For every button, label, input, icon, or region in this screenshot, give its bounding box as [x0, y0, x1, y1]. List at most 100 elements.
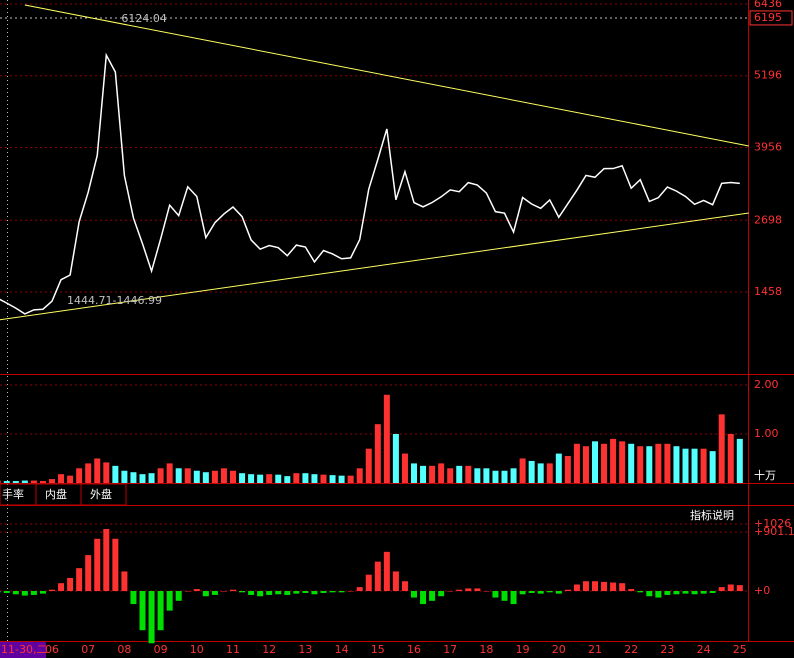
bar: [76, 468, 83, 483]
x-tick-label: 08: [117, 643, 131, 656]
bar: [592, 581, 598, 592]
bar: [601, 443, 608, 483]
bar: [718, 414, 725, 483]
indicator-button[interactable]: 指标说明: [690, 508, 734, 522]
bar: [392, 571, 399, 592]
price-line: [0, 52, 740, 315]
bar: [673, 446, 680, 483]
bar: [166, 591, 173, 611]
bar: [365, 574, 372, 592]
bar: [248, 474, 255, 483]
bar: [401, 453, 408, 483]
bar: [121, 571, 128, 592]
bar: [202, 591, 209, 597]
bar: [320, 591, 327, 593]
trendline: [24, 4, 749, 147]
bar: [682, 591, 689, 594]
bar: [492, 591, 499, 598]
tab-label[interactable]: 外盘: [90, 487, 112, 501]
bar: [582, 446, 589, 483]
bar: [727, 584, 734, 592]
bar: [157, 468, 164, 483]
bar: [374, 424, 381, 483]
bar: [166, 463, 173, 483]
y-tick-label: 6436: [754, 0, 782, 10]
bar: [700, 448, 707, 483]
bar: [447, 468, 454, 483]
cursor-label-bg: [0, 642, 46, 658]
y-tick-label: 1.00: [754, 427, 779, 440]
bar: [510, 468, 517, 483]
bar: [248, 591, 255, 595]
bar: [21, 591, 28, 596]
bar: [691, 448, 698, 483]
bar: [257, 591, 264, 597]
bar: [184, 468, 191, 483]
bar: [175, 468, 182, 483]
bar: [220, 591, 227, 592]
tab-label[interactable]: 手率: [2, 487, 24, 501]
x-tick-label: 22: [624, 643, 638, 656]
bar: [175, 591, 182, 601]
bar: [58, 474, 65, 483]
bar: [184, 591, 191, 592]
cursor-label: 11-30,二: [1, 643, 47, 656]
bar: [284, 476, 291, 483]
bar: [420, 591, 427, 605]
x-tick-label: 17: [443, 643, 457, 656]
bar: [49, 589, 55, 592]
bar: [374, 561, 381, 592]
reference-label: 6195: [754, 11, 782, 24]
bar: [3, 481, 10, 483]
bar: [139, 591, 146, 631]
bar: [293, 473, 300, 483]
bar: [537, 591, 544, 594]
y-tick-label: 3956: [754, 140, 782, 153]
bar: [383, 394, 390, 483]
x-tick-label: 06: [45, 643, 59, 656]
bar: [284, 591, 291, 595]
bar: [302, 591, 309, 593]
x-tick-label: 18: [479, 643, 493, 656]
bar: [637, 591, 644, 593]
bar: [709, 451, 716, 483]
bar: [130, 591, 137, 605]
bar: [637, 446, 644, 483]
bar: [49, 479, 55, 483]
bar: [492, 470, 499, 483]
bar: [537, 463, 544, 483]
bar: [94, 458, 101, 483]
bar: [356, 587, 363, 592]
bar: [736, 438, 743, 483]
x-tick-label: 09: [154, 643, 168, 656]
bar: [709, 591, 716, 593]
bar: [664, 591, 671, 595]
bar: [447, 591, 454, 592]
y-tick-label: +1026: [754, 517, 791, 530]
bar: [30, 480, 37, 483]
y-tick-label: +901.1: [754, 525, 794, 538]
tab[interactable]: [80, 483, 127, 506]
bar: [193, 470, 200, 483]
bar: [157, 591, 164, 631]
x-tick-label: 11: [226, 643, 240, 656]
bar: [112, 538, 119, 592]
x-tick-label: 13: [298, 643, 312, 656]
x-tick-label: 10: [190, 643, 204, 656]
bar: [546, 591, 553, 593]
tab-label[interactable]: 内盘: [45, 487, 67, 501]
bar: [76, 568, 83, 592]
bar: [311, 591, 318, 595]
bar: [465, 588, 472, 592]
bar: [302, 473, 309, 483]
bar: [646, 591, 653, 597]
bar: [311, 474, 318, 483]
bar: [420, 465, 427, 483]
bar: [293, 591, 300, 594]
bar: [266, 591, 273, 595]
y-tick-label: 1458: [754, 285, 782, 298]
bar: [338, 591, 345, 593]
bar: [456, 589, 463, 592]
bar: [592, 441, 598, 483]
bar: [601, 581, 608, 592]
